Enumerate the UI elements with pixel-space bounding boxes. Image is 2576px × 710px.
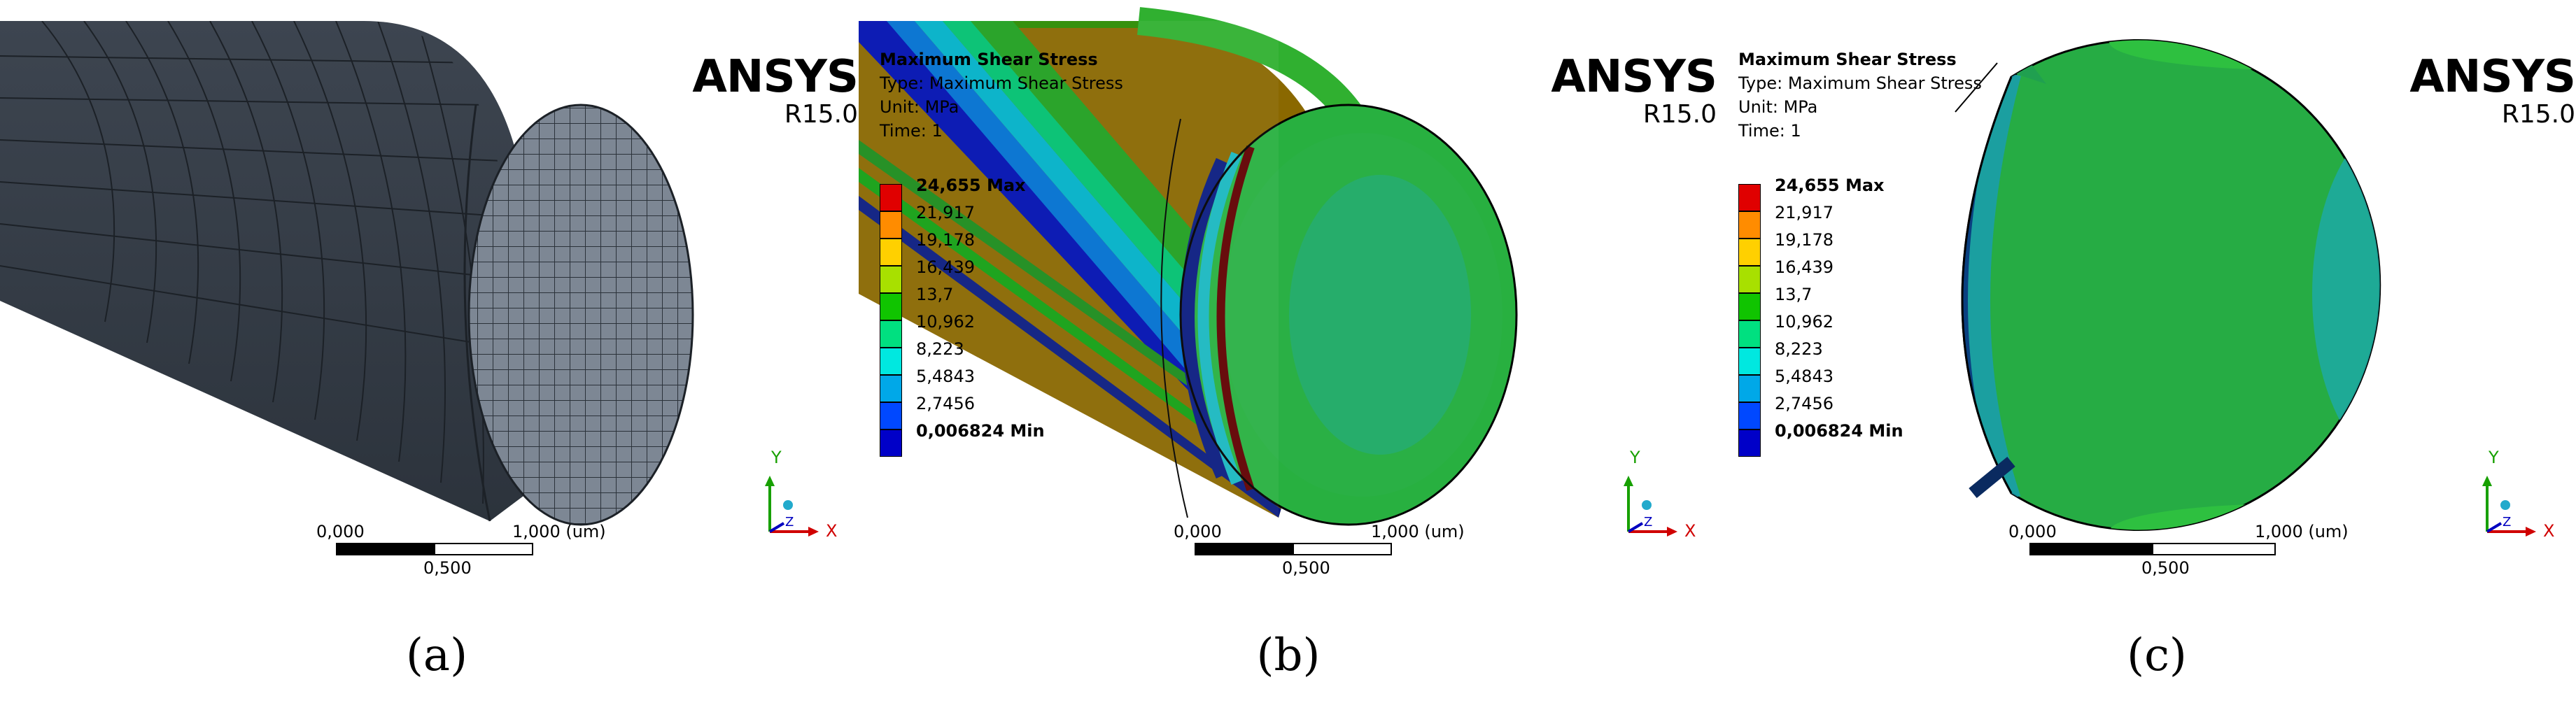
axis-triad: Y X Z — [1614, 448, 1698, 542]
colorbar-level-label: 21,917 — [1775, 203, 1834, 222]
figure-caption: (a) — [405, 630, 468, 681]
stress-legend: Maximum Shear Stress Type: Maximum Shear… — [1738, 48, 1982, 143]
axis-triad: Y X Z — [756, 448, 840, 542]
legend-type: Type: Maximum Shear Stress — [880, 73, 1123, 93]
ansys-logo: ANSYS R15.0 — [676, 51, 859, 129]
axis-y-label: Y — [2489, 448, 2499, 467]
legend-time: Time: 1 — [880, 121, 943, 141]
axis-z-label: Z — [785, 515, 794, 530]
colorbar-level-label: 5,4843 — [916, 367, 975, 386]
scale-right-label: 1,000 (um) — [2255, 522, 2349, 541]
colorbar-swatch — [880, 266, 902, 293]
axis-triad-icon — [765, 476, 819, 537]
legend-title: Maximum Shear Stress — [880, 50, 1098, 69]
mesh-cylinder-view — [0, 21, 694, 526]
stress-legend: Maximum Shear Stress Type: Maximum Shear… — [880, 48, 1123, 143]
colorbar-level-label: 0,006824 Min — [1775, 421, 1903, 441]
colorbar-swatch — [1738, 211, 1761, 239]
colorbar-level-label: 2,7456 — [1775, 394, 1834, 413]
colorbar-level-label: 8,223 — [916, 339, 964, 359]
ansys-logo: ANSYS R15.0 — [2393, 51, 2576, 129]
scale-bar-graphic — [1195, 543, 1392, 555]
colorbar-level-label: 5,4843 — [1775, 367, 1834, 386]
brand-version: R15.0 — [784, 100, 858, 129]
colorbar-swatch — [1738, 429, 1761, 457]
scale-left-label: 0,000 — [316, 522, 365, 541]
stress-contour-crosssection-view — [1955, 39, 2381, 531]
scale-bar-graphic — [2029, 543, 2276, 555]
axis-triad-icon — [1624, 476, 1677, 537]
panel-a: ANSYS R15.0 0,000 1,000 (um) 0,500 Y X Z… — [0, 0, 859, 710]
legend-title: Maximum Shear Stress — [1738, 50, 1957, 69]
legend-unit: Unit: MPa — [880, 97, 959, 117]
colorbar-level-label: 8,223 — [1775, 339, 1823, 359]
colorbar-level-label: 16,439 — [916, 257, 975, 277]
colorbar-swatch — [880, 375, 902, 402]
colorbar-level-label: 19,178 — [1775, 230, 1834, 250]
colorbar-swatch — [1738, 320, 1761, 348]
colorbar-swatch — [880, 184, 902, 211]
legend-unit: Unit: MPa — [1738, 97, 1818, 117]
scale-bar-graphic — [336, 543, 533, 555]
colorbar-level-label: 13,7 — [916, 285, 954, 304]
ansys-logo: ANSYS R15.0 — [1535, 55, 1717, 129]
scale-mid-label: 0,500 — [2141, 558, 2190, 578]
colorbar-swatch — [1738, 348, 1761, 375]
colorbar-level-label: 16,439 — [1775, 257, 1834, 277]
figure-caption: (c) — [2127, 630, 2187, 681]
colorbar-swatch — [880, 293, 902, 320]
colorbar-level-label: 19,178 — [916, 230, 975, 250]
colorbar-level-label: 21,917 — [916, 203, 975, 222]
colorbar-level-label: 13,7 — [1775, 285, 1813, 304]
colorbar-swatch — [1738, 184, 1761, 211]
colorbar-swatch — [1738, 293, 1761, 320]
panel-b: Maximum Shear Stress Type: Maximum Shear… — [859, 0, 1717, 710]
brand-name: ANSYS — [2409, 51, 2576, 103]
colorbar-level-label: 2,7456 — [916, 394, 975, 413]
axis-y-label: Y — [1630, 448, 1640, 467]
colorbar-swatch — [1738, 239, 1761, 266]
scale-right-label: 1,000 (um) — [1371, 522, 1465, 541]
scale-left-label: 0,000 — [2008, 522, 2057, 541]
panel-c: Maximum Shear Stress Type: Maximum Shear… — [1717, 0, 2576, 710]
colorbar-level-label: 0,006824 Min — [916, 421, 1045, 441]
scale-left-label: 0,000 — [1174, 522, 1222, 541]
scale-right-label: 1,000 (um) — [512, 522, 606, 541]
legend-type: Type: Maximum Shear Stress — [1738, 73, 1982, 93]
colorbar-swatch — [880, 211, 902, 239]
colorbar-swatch — [880, 348, 902, 375]
axis-y-label: Y — [771, 448, 782, 467]
axis-x-label: X — [1684, 521, 1696, 541]
legend-time: Time: 1 — [1738, 121, 1801, 141]
axis-x-label: X — [826, 521, 838, 541]
axis-z-label: Z — [1644, 515, 1653, 530]
brand-name: ANSYS — [692, 51, 859, 103]
stress-contour-cylinder-view — [859, 7, 1518, 553]
colorbar-level-label: 10,962 — [1775, 312, 1834, 332]
colorbar-level-label: 10,962 — [916, 312, 975, 332]
colorbar-swatch — [880, 320, 902, 348]
colorbar-swatch — [880, 239, 902, 266]
colorbar-swatch — [1738, 402, 1761, 429]
scale-mid-label: 0,500 — [1282, 558, 1330, 578]
cylinder-body — [0, 21, 532, 521]
colorbar-swatch — [880, 429, 902, 457]
colorbar-level-label: 24,655 Max — [1775, 176, 1885, 195]
axis-x-label: X — [2543, 521, 2555, 541]
brand-version: R15.0 — [2501, 100, 2575, 129]
scale-mid-label: 0,500 — [423, 558, 472, 578]
colorbar-swatch — [1738, 266, 1761, 293]
brand-version: R15.0 — [1642, 100, 1717, 129]
colorbar-swatch — [1738, 375, 1761, 402]
colorbar-level-label: 24,655 Max — [916, 176, 1026, 195]
colorbar-swatch — [880, 402, 902, 429]
axis-z-label: Z — [2503, 515, 2512, 530]
figure-caption: (b) — [1256, 630, 1321, 681]
brand-name: ANSYS — [1551, 51, 1717, 103]
axis-triad-icon — [2482, 476, 2536, 537]
axis-triad: Y X Z — [2473, 448, 2557, 542]
